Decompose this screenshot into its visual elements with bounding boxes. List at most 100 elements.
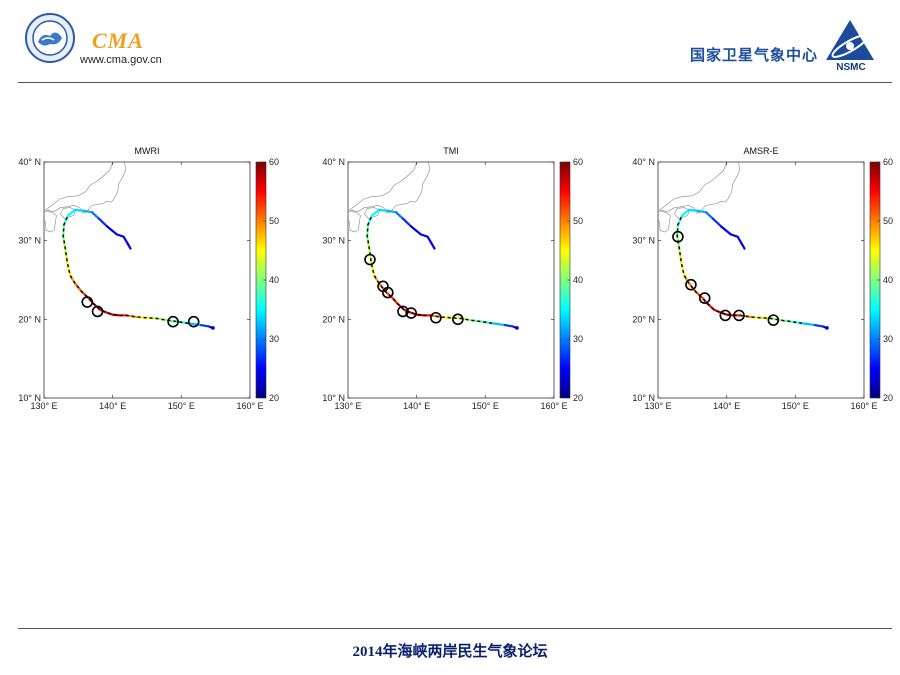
colorbar-tick-label: 50 <box>573 216 583 226</box>
chart-panel-mwri: MWRI 130° E 140° E 150° E 160° E 10° N 20° N 30… <box>18 146 279 411</box>
track-segment <box>377 208 389 212</box>
track-dash-overlay <box>366 215 493 324</box>
track-segment <box>419 233 429 238</box>
track-dash-overlay <box>676 215 803 324</box>
colorbar-tick-label: 60 <box>883 157 893 167</box>
colorbar-tick-label: 40 <box>269 275 279 285</box>
x-tick-label: 150° E <box>168 401 195 411</box>
overpass-circle <box>397 305 409 318</box>
track-segment <box>502 323 514 328</box>
x-tick-label: 160° E <box>236 401 263 411</box>
chart-title: AMSR-E <box>743 146 778 156</box>
colorbar-tick-label: 50 <box>269 216 279 226</box>
overpass-circle <box>685 278 697 291</box>
y-tick-label: 10° N <box>322 393 345 403</box>
track-segment <box>106 225 118 236</box>
chart-title: TMI <box>443 146 459 156</box>
plot-area <box>347 161 555 399</box>
track-segment <box>73 208 85 212</box>
colorbar-tick-label: 40 <box>573 275 583 285</box>
track-segment <box>736 235 743 245</box>
track-segment <box>386 209 398 214</box>
track-segment <box>801 322 815 326</box>
x-tick-label: 140° E <box>99 401 126 411</box>
track-segment <box>729 233 739 238</box>
overpass-circle <box>672 230 684 243</box>
y-tick-label: 30° N <box>632 236 655 246</box>
overpass-circle <box>698 292 711 304</box>
colorbar-tick-label: 60 <box>573 157 583 167</box>
track-segment <box>198 323 210 328</box>
colorbar-tick-label: 60 <box>269 157 279 167</box>
track-segment <box>696 209 708 214</box>
y-tick-label: 20° N <box>18 314 41 324</box>
y-tick-label: 40° N <box>18 157 41 167</box>
y-tick-label: 30° N <box>322 236 345 246</box>
nsmc-chinese-name: 国家卫星气象中心 <box>690 47 819 64</box>
overpass-circle <box>187 315 200 328</box>
overpass-circle <box>167 315 179 328</box>
overpass-circle <box>382 286 394 299</box>
track-start-point <box>211 326 215 330</box>
y-tick-label: 40° N <box>632 157 655 167</box>
colorbar-tick-label: 30 <box>269 334 279 344</box>
x-tick-label: 130° E <box>644 401 671 411</box>
track-segment <box>410 225 422 236</box>
overpass-circle <box>81 296 94 308</box>
track-segment <box>687 208 699 212</box>
overpass-circle <box>91 305 104 318</box>
track-segment <box>126 242 132 250</box>
overpass-circle <box>733 309 745 322</box>
overpass-circle <box>405 307 417 319</box>
track-segment <box>491 322 505 326</box>
track-segment <box>90 211 101 220</box>
track-segment <box>394 211 405 220</box>
y-tick-label: 40° N <box>322 157 345 167</box>
x-tick-label: 130° E <box>30 401 57 411</box>
header-divider <box>18 82 892 83</box>
x-tick-label: 150° E <box>472 401 499 411</box>
x-tick-label: 140° E <box>403 401 430 411</box>
track-segment <box>82 209 94 214</box>
track-segment <box>66 208 77 217</box>
overpass-circle <box>767 314 780 326</box>
chart-title: MWRI <box>135 146 160 156</box>
footer-divider <box>18 628 892 629</box>
track-segment <box>704 211 715 220</box>
cma-logo-icon <box>25 13 75 63</box>
y-tick-label: 10° N <box>632 393 655 403</box>
track-segment <box>115 233 125 238</box>
colorbar-tick-label: 50 <box>883 216 893 226</box>
overpass-circle <box>430 311 442 324</box>
x-tick-label: 140° E <box>713 401 740 411</box>
chart-panel-amsr-e: AMSR-E 130° E 140° E 150° E 160° E 10° N 20° N… <box>632 146 893 411</box>
nsmc-logo-icon <box>826 20 874 60</box>
colorbar-tick-label: 20 <box>573 393 583 403</box>
track-segment <box>812 323 824 328</box>
x-tick-label: 150° E <box>782 401 809 411</box>
y-tick-label: 30° N <box>18 236 41 246</box>
track-segment <box>711 217 723 228</box>
track-segment <box>401 217 413 228</box>
x-tick-label: 160° E <box>540 401 567 411</box>
slide-header: CMA www.cma.gov.cn 国家卫星气象中心 NSMC <box>0 0 900 84</box>
y-tick-label: 20° N <box>322 314 345 324</box>
track-segment <box>720 225 732 236</box>
track-segment <box>370 208 381 217</box>
overpass-circle <box>364 253 376 266</box>
y-tick-label: 10° N <box>18 393 41 403</box>
x-tick-label: 130° E <box>334 401 361 411</box>
nsmc-label: NSMC <box>836 62 866 73</box>
overpass-circle <box>452 313 464 326</box>
track-segment <box>680 208 691 217</box>
track-segment <box>740 242 746 250</box>
track-segment <box>426 235 433 245</box>
cma-text: CMA <box>92 28 144 53</box>
track-segment <box>430 242 436 250</box>
colorbar-tick-label: 30 <box>883 334 893 344</box>
y-tick-label: 20° N <box>632 314 655 324</box>
cma-url: www.cma.gov.cn <box>80 54 162 66</box>
colorbar-tick-label: 20 <box>269 393 279 403</box>
chart-panel-tmi: TMI 130° E 140° E 150° E 160° E 10° N 20° N 30°… <box>322 146 583 411</box>
colorbar-tick-label: 20 <box>883 393 893 403</box>
